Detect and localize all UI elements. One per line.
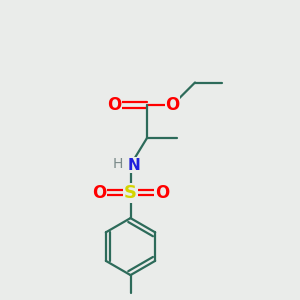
Text: O: O bbox=[92, 184, 106, 202]
Text: N: N bbox=[128, 158, 140, 172]
Text: H: H bbox=[113, 157, 123, 170]
Text: S: S bbox=[124, 184, 137, 202]
Text: O: O bbox=[155, 184, 169, 202]
Text: O: O bbox=[165, 96, 180, 114]
Text: O: O bbox=[107, 96, 121, 114]
